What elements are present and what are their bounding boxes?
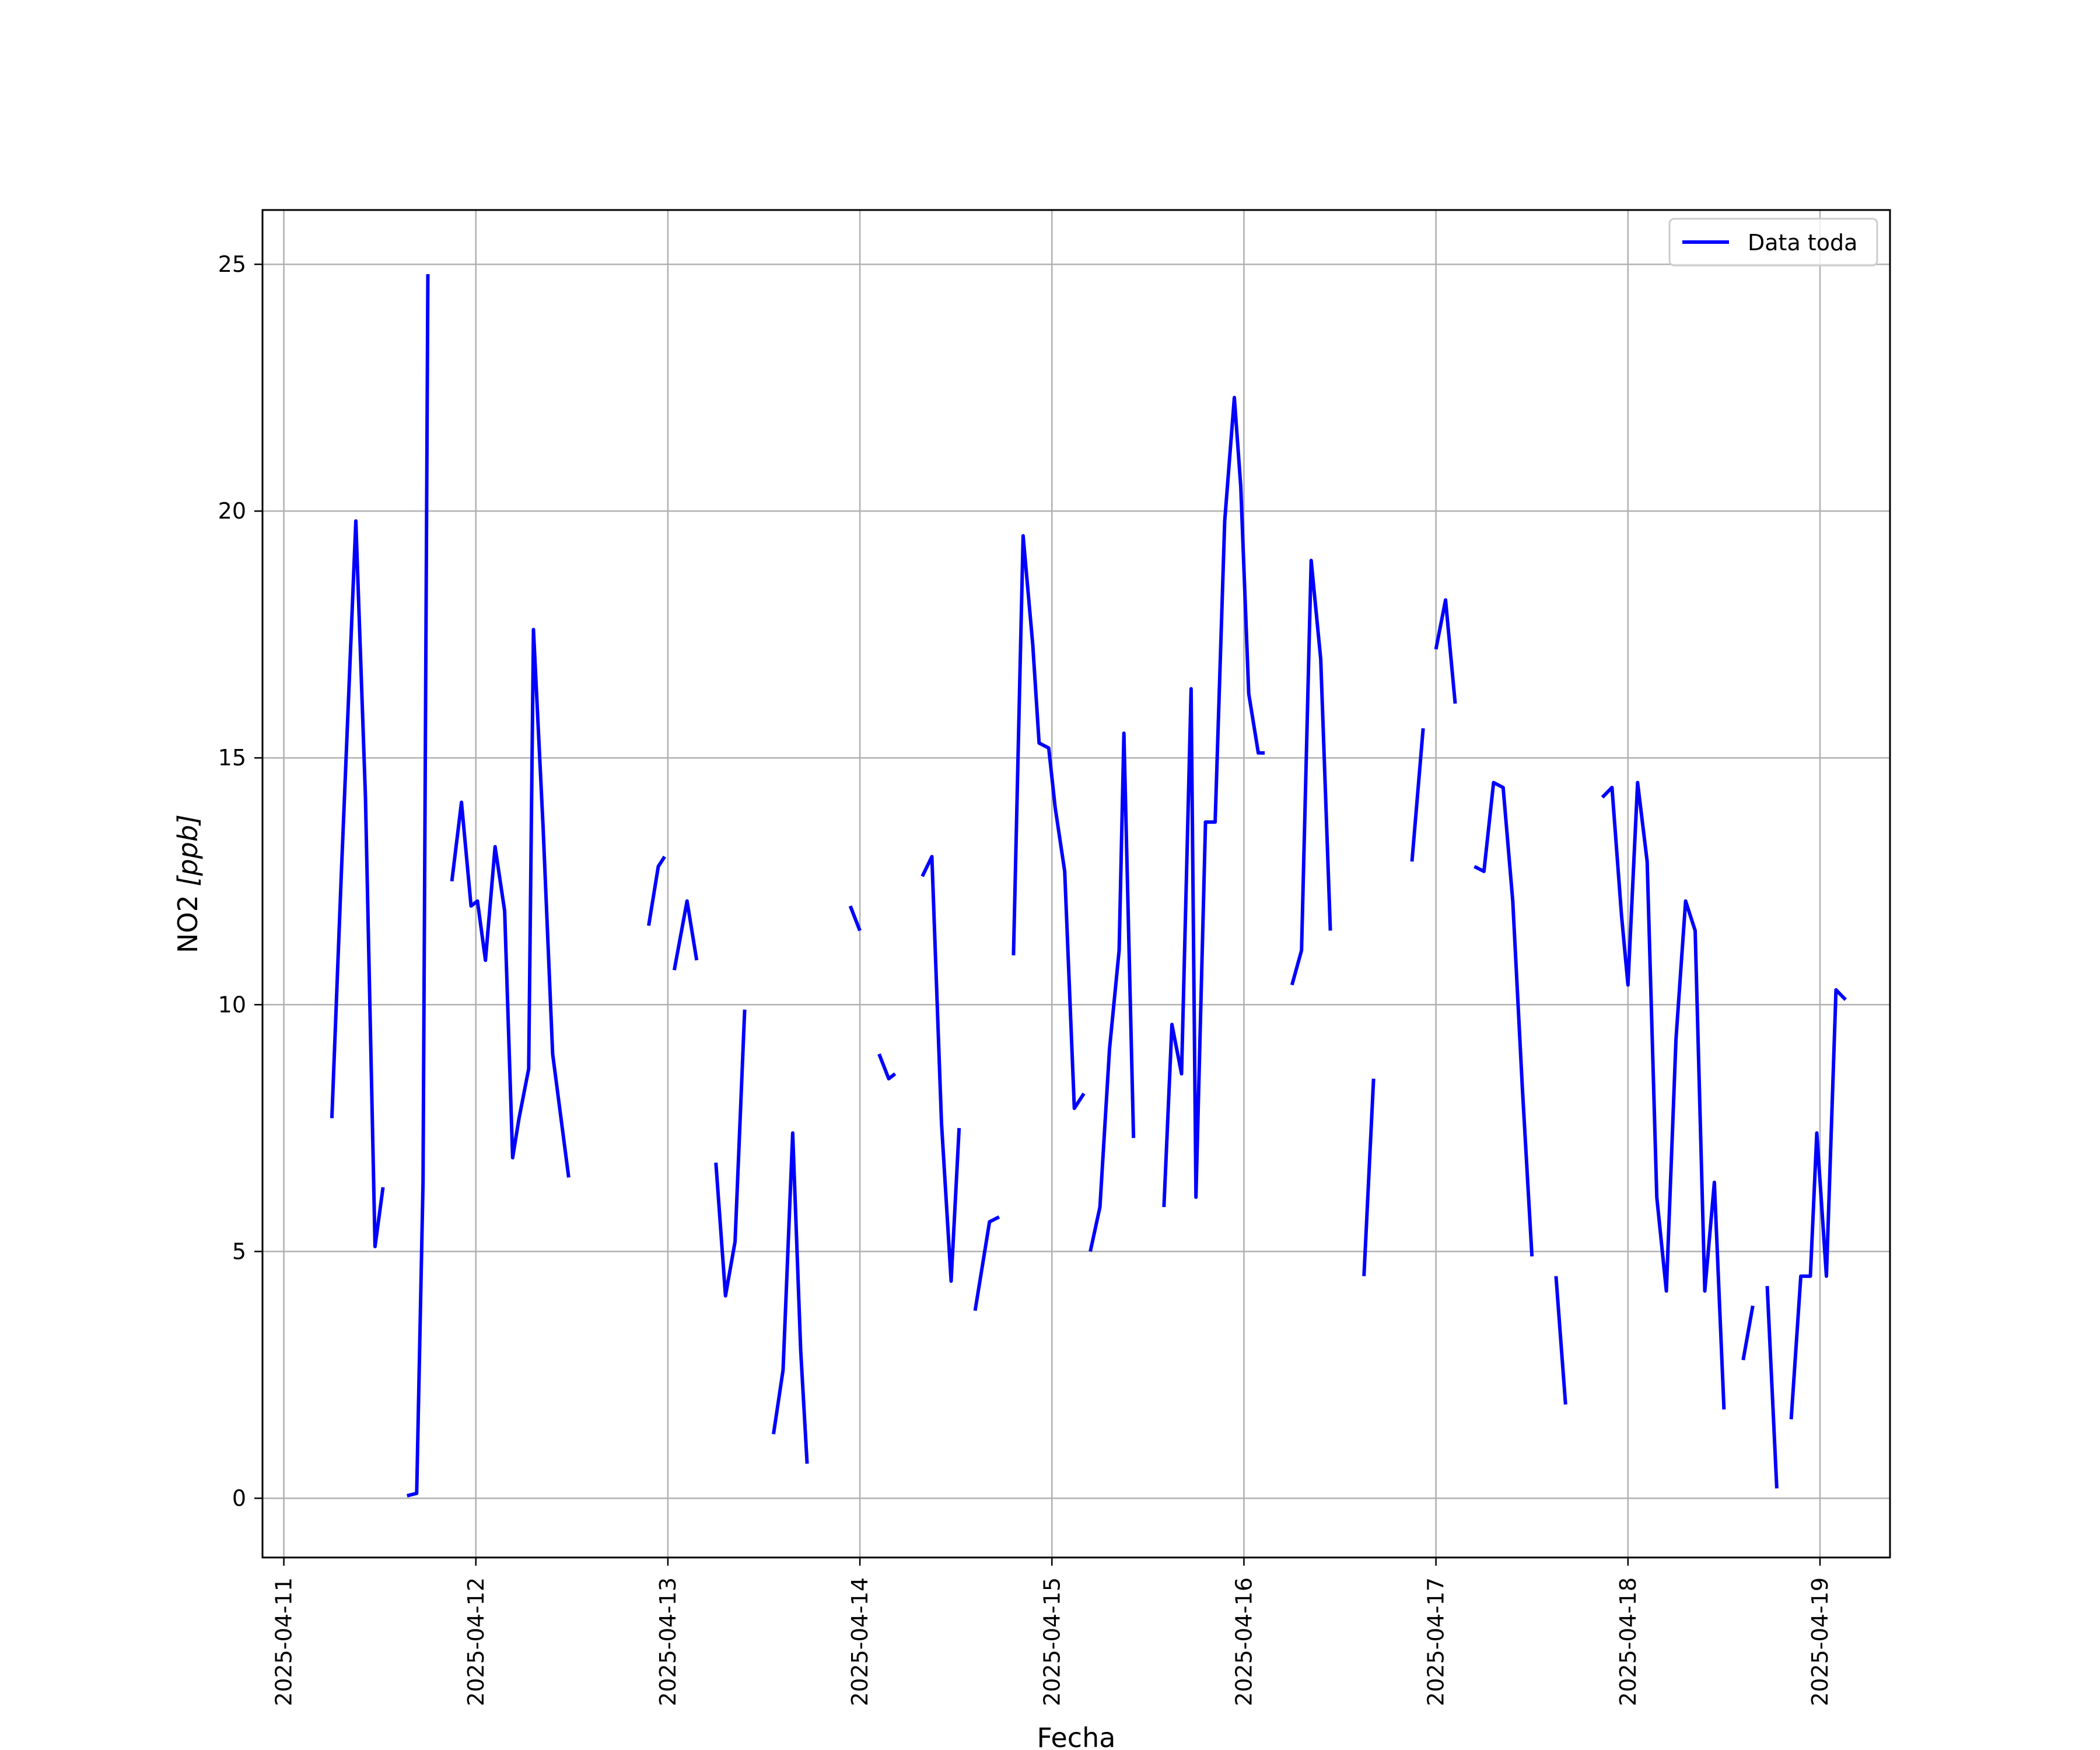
series-line-segment [1012, 534, 1086, 1110]
x-axis-label: Fecha [1037, 1722, 1116, 1750]
x-tick-label: 2025-04-17 [1423, 1577, 1449, 1706]
series-line-segment [1362, 1079, 1376, 1276]
x-tick-label: 2025-04-16 [1231, 1577, 1256, 1706]
y-tick-label: 0 [232, 1485, 246, 1511]
y-tick-label: 25 [218, 251, 246, 277]
legend: Data toda [1668, 218, 1878, 267]
series-line-segment [1434, 598, 1457, 704]
legend-label-data-toda: Data toda [1748, 230, 1857, 256]
series-line-segment [772, 1131, 809, 1464]
series-line-segment [672, 899, 699, 971]
x-tick-label: 2025-04-11 [271, 1577, 297, 1706]
series-line-segment [1474, 780, 1534, 1256]
series-line-segment [1741, 1305, 1755, 1361]
x-tick-label: 2025-04-14 [847, 1577, 873, 1706]
x-tick-label: 2025-04-12 [463, 1577, 489, 1706]
y-axis-label: NO2 [ppb] [172, 814, 204, 953]
series-line-segment [973, 1215, 1000, 1311]
plot-frame [261, 209, 1891, 1559]
series-data-toda [330, 274, 1847, 1498]
series-line-segment [1601, 780, 1726, 1410]
series-line-segment [407, 274, 430, 1498]
y-tick-label: 5 [232, 1238, 246, 1264]
grid-lines [262, 210, 1890, 1558]
series-line-segment [877, 1053, 897, 1081]
y-axis-label-main: NO2 [172, 886, 204, 953]
series-line-segment [1765, 1286, 1779, 1489]
series-line-segment [921, 855, 961, 1283]
series-line-segment [1290, 558, 1332, 986]
legend-box [1668, 218, 1878, 267]
y-tick-label: 20 [218, 498, 246, 524]
series-line-segment [1410, 728, 1425, 862]
y-axis-label-unit: [ppb] [172, 814, 204, 887]
series-line-segment [1554, 1276, 1567, 1405]
y-tick-label: 15 [218, 745, 246, 771]
x-tick-label: 2025-04-13 [655, 1577, 681, 1706]
series-line-segment [1162, 396, 1265, 1208]
axis-ticks: 2025-04-11 2025-04-12 2025-04-13 2025-04-14… [218, 251, 1833, 1706]
x-tick-label: 2025-04-15 [1039, 1577, 1065, 1706]
series-line-segment [848, 905, 862, 932]
series-line-segment [647, 855, 666, 926]
series-line-segment [1088, 731, 1136, 1252]
x-tick-label: 2025-04-18 [1615, 1577, 1641, 1706]
series-line-segment [1789, 988, 1847, 1420]
y-tick-label: 10 [218, 992, 246, 1017]
series-line-segment [330, 519, 385, 1248]
series-line-segment [714, 1009, 747, 1298]
series-line-segment [450, 628, 570, 1178]
x-tick-label: 2025-04-19 [1807, 1577, 1833, 1706]
